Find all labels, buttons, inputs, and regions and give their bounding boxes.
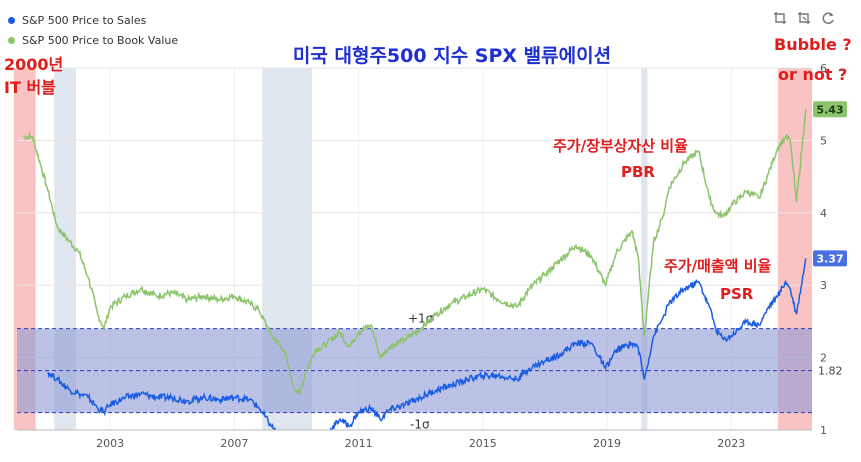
y-tick-label: 2 (820, 352, 827, 365)
recession-shade (641, 68, 648, 430)
legend-dot-icon (8, 16, 15, 24)
x-tick-label: 2015 (469, 437, 497, 450)
x-tick-label: 2019 (593, 437, 621, 450)
series-line (23, 109, 807, 396)
legend-label: S&P 500 Price to Book Value (22, 33, 179, 47)
refresh-icon[interactable] (821, 10, 835, 24)
annotation-2000-year: 2000년 (4, 55, 63, 74)
annotation-pbr: PBR (621, 163, 655, 181)
annotation-or-not: or not ? (778, 65, 847, 84)
zoom-reset-icon[interactable] (797, 10, 811, 24)
y-tick-label: 5 (820, 134, 827, 147)
legend-dot-icon (8, 36, 15, 44)
y-tick-label: 4 (820, 207, 827, 220)
last-value-tag (813, 101, 847, 118)
annotation-bubble-question: Bubble ? (774, 35, 852, 54)
legend-label: S&P 500 Price to Sales (22, 13, 147, 27)
y-tick-label: 3 (820, 279, 827, 292)
x-tick-label: 2007 (220, 437, 248, 450)
legend-item-price-to-sales[interactable]: S&P 500 Price to Sales (6, 10, 178, 30)
legend-item-price-to-book[interactable]: S&P 500 Price to Book Value (6, 30, 178, 50)
chart-title: 미국 대형주500 지수 SPX 밸류에이션 (293, 45, 611, 67)
annotation-2000-it-bubble: IT 버블 (4, 78, 56, 97)
chart-annotations: 미국 대형주500 지수 SPX 밸류에이션 2000년 IT 버블 Bubbl… (4, 35, 852, 303)
chart-series (23, 109, 807, 430)
zoom-in-icon[interactable] (773, 10, 787, 24)
last-value-label: 3.37 (816, 252, 843, 265)
chart-axes: 1 2 3 4 5 6 2003 2007 2011 2015 2019 2023 5.43 3.37 (17, 62, 847, 450)
last-value-tag (813, 250, 847, 267)
chart-legend: S&P 500 Price to Sales S&P 500 Price to … (6, 10, 178, 50)
mean-label: 1.82 (818, 365, 843, 378)
series-line (47, 258, 807, 430)
annotation-psr: PSR (720, 285, 754, 303)
annotation-psr-korean: 주가/매출액 비율 (664, 257, 772, 275)
minus-sigma-label: -1σ (410, 418, 430, 432)
x-tick-label: 2003 (96, 437, 124, 450)
y-tick-label: 6 (820, 62, 827, 75)
x-tick-label: 2023 (717, 437, 745, 450)
chart-toolbar (773, 10, 835, 24)
annotation-pbr-korean: 주가/장부상자산 비율 (553, 137, 688, 155)
last-value-label: 5.43 (816, 103, 843, 116)
x-tick-label: 2011 (345, 437, 373, 450)
y-tick-label: 1 (820, 424, 827, 437)
